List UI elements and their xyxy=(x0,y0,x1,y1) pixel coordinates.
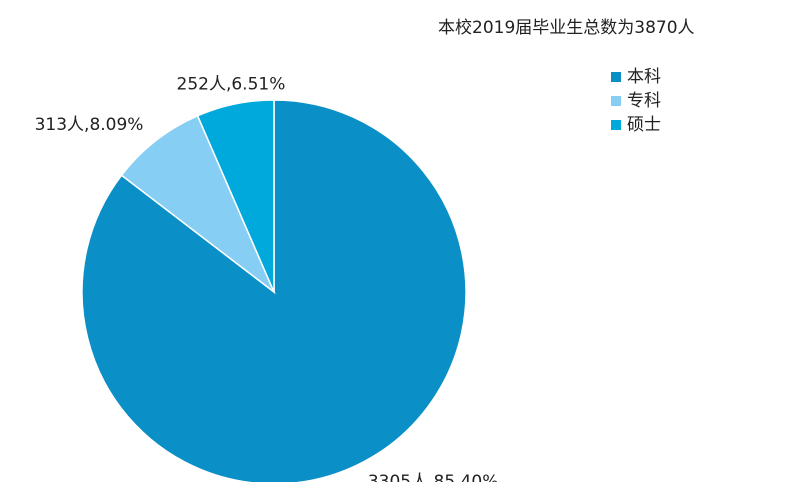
legend-label: 硕士 xyxy=(627,115,661,135)
legend-label: 本科 xyxy=(627,67,661,87)
legend-swatch xyxy=(611,96,621,106)
legend-swatch xyxy=(611,120,621,130)
data-label: 313人,8.09% xyxy=(35,115,144,135)
legend-swatch xyxy=(611,72,621,82)
legend-label: 专科 xyxy=(627,91,661,111)
pie-slice xyxy=(81,99,467,482)
data-label: 252人,6.51% xyxy=(177,74,286,94)
chart-title: 本校2019届毕业生总数为3870人 xyxy=(438,18,695,38)
pie-slice xyxy=(120,114,276,295)
data-label: 3305人,85.40% xyxy=(368,472,499,482)
pie-slice xyxy=(196,99,275,293)
